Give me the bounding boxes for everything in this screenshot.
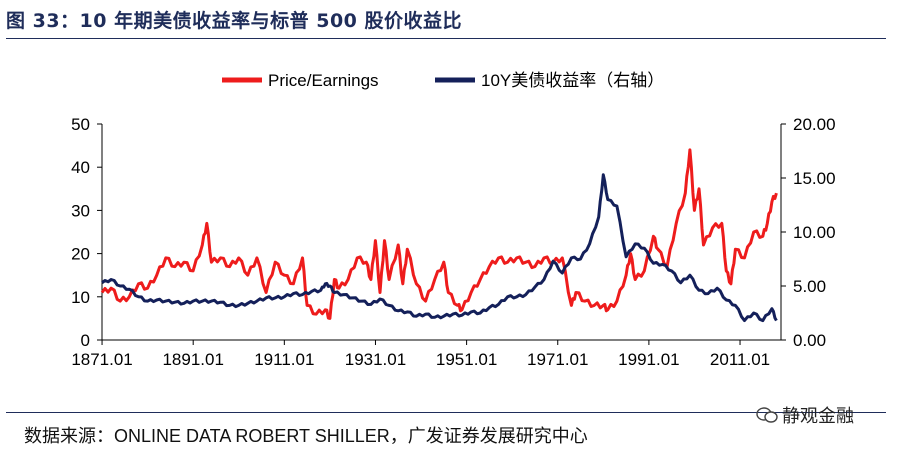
x-tick-label: 1991.01	[618, 350, 679, 369]
series-line-yield	[101, 173, 778, 323]
y-left-tick-label: 0	[81, 331, 90, 350]
x-tick-label: 1971.01	[527, 350, 588, 369]
wechat-icon	[756, 407, 778, 423]
x-tick-label: 1931.01	[345, 350, 406, 369]
y-left-tick-label: 20	[71, 245, 90, 264]
y-right-tick-label: 0.00	[793, 331, 826, 350]
chart-legend: Price/Earnings 10Y美债收益率（右轴）	[222, 71, 664, 90]
x-tick-label: 1891.01	[162, 350, 223, 369]
source-rule	[6, 412, 886, 413]
y-left-tick-label: 40	[71, 158, 90, 177]
x-tick-label: 1871.01	[71, 350, 132, 369]
y-right-tick-label: 5.00	[793, 277, 826, 296]
x-tick-label: 1911.01	[254, 350, 314, 369]
x-tick-label: 1951.01	[436, 350, 497, 369]
y-right-tick-label: 10.00	[793, 223, 836, 242]
x-tick-label: 2011.01	[710, 350, 770, 369]
watermark-text: 静观金融	[782, 406, 854, 427]
y-right-tick-label: 15.00	[793, 169, 836, 188]
series-line-pe	[100, 148, 778, 320]
y-left-tick-label: 30	[71, 201, 90, 220]
y-left-tick-label: 50	[71, 115, 90, 134]
watermark: 静观金融	[756, 402, 854, 428]
series-layer	[100, 148, 778, 323]
chart-axes: 0 10 20 30 40 50 0.00 5.00 10.00 15.00 20.00 1871.0…	[71, 115, 835, 369]
figure-title: 图 33：10 年期美债收益率与标普 500 股价收益比	[6, 10, 463, 32]
y-left-tick-label: 10	[71, 288, 90, 307]
source-note: 数据来源：ONLINE DATA ROBERT SHILLER，广发证券发展研究…	[24, 426, 588, 446]
legend-label-pe: Price/Earnings	[268, 71, 379, 90]
legend-label-yield: 10Y美债收益率（右轴）	[481, 71, 664, 90]
title-rule	[6, 38, 886, 39]
y-right-tick-label: 20.00	[793, 115, 836, 134]
